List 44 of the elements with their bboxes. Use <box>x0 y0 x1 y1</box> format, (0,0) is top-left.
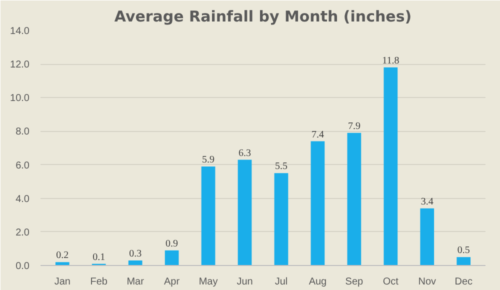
data-label: 7.9 <box>348 120 360 132</box>
bar <box>238 160 252 266</box>
data-label: 0.2 <box>56 250 69 262</box>
data-label: 11.8 <box>382 55 400 66</box>
bar <box>164 250 179 266</box>
data-label: 0.3 <box>129 248 142 260</box>
y-tick-label: 0.0 <box>16 261 30 272</box>
chart-title: Average Rainfall by Month (inches) <box>114 8 412 26</box>
x-tick-label: Aug <box>308 276 327 288</box>
data-label: 0.9 <box>166 238 178 250</box>
x-tick-label: Oct <box>382 276 399 288</box>
x-tick-label: Jun <box>236 276 253 288</box>
data-label: 0.5 <box>457 245 470 256</box>
bar <box>420 208 434 266</box>
x-tick-label: Dec <box>454 276 473 288</box>
x-tick-label: Apr <box>164 276 180 288</box>
y-tick-label: 14.0 <box>10 26 30 37</box>
x-tick-label: Sep <box>345 276 364 288</box>
x-tick-label: Nov <box>418 276 436 288</box>
y-tick-label: 12.0 <box>10 60 30 71</box>
bar <box>456 257 471 266</box>
y-tick-label: 8.0 <box>16 126 30 138</box>
y-tick-label: 6.0 <box>16 160 30 172</box>
x-tick-label: Mar <box>126 276 145 288</box>
bar <box>128 260 142 266</box>
bar <box>55 262 70 266</box>
data-label: 6.3 <box>238 148 252 159</box>
y-tick-label: 10.0 <box>10 93 30 104</box>
data-label: 7.4 <box>311 129 324 140</box>
bar <box>274 173 288 266</box>
bar <box>347 132 362 266</box>
x-tick-label: Jul <box>274 276 288 288</box>
y-tick-label: 4.0 <box>16 194 30 205</box>
data-label: 3.4 <box>420 196 434 208</box>
data-label: 5.5 <box>274 161 288 172</box>
y-tick-label: 2.0 <box>16 227 30 238</box>
bar <box>310 141 325 266</box>
data-label: 0.1 <box>92 252 106 263</box>
bar <box>384 67 398 266</box>
x-tick-label: Feb <box>90 276 108 288</box>
bar <box>201 166 216 266</box>
x-tick-label: Jan <box>54 276 70 288</box>
x-tick-label: May <box>198 276 218 288</box>
data-label: 5.9 <box>202 154 215 166</box>
